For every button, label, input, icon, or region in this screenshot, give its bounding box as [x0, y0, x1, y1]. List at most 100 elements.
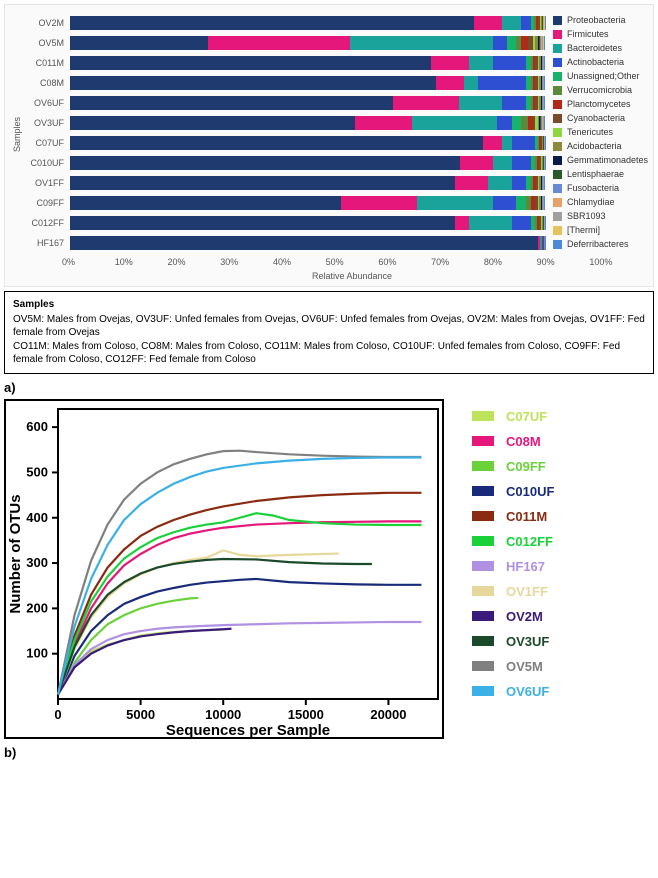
bar-track: [70, 136, 545, 150]
legend-item: SBR1093: [553, 211, 648, 221]
legend-swatch: [553, 212, 562, 221]
bar-sample-label: C07UF: [24, 138, 70, 148]
bar-xtick: 20%: [167, 257, 220, 267]
bar-row: OV3UF: [24, 115, 545, 131]
legend-label: Chlamydiae: [567, 197, 615, 207]
bar-segment: [70, 156, 460, 170]
rare-label: C010UF: [506, 484, 554, 499]
bar-segment: [544, 36, 545, 50]
bar-row: OV6UF: [24, 95, 545, 111]
bar-segment: [459, 96, 502, 110]
bar-track: [70, 96, 545, 110]
bar-row: HF167: [24, 235, 545, 251]
rare-label: C09FF: [506, 459, 546, 474]
panel-a-label: a): [4, 380, 658, 395]
bar-track: [70, 16, 545, 30]
bar-xtick: 60%: [378, 257, 431, 267]
legend-label: Actinobacteria: [567, 57, 624, 67]
samples-heading: Samples: [13, 298, 645, 312]
legend-item: Proteobacteria: [553, 15, 648, 25]
bar-track: [70, 216, 545, 230]
legend-item: [Thermi]: [553, 225, 648, 235]
rare-label: HF167: [506, 559, 545, 574]
svg-text:5000: 5000: [126, 707, 155, 722]
bar-sample-label: HF167: [24, 238, 70, 248]
bar-track: [70, 76, 545, 90]
rare-swatch: [472, 661, 494, 671]
legend-item: Gemmatimonadetes: [553, 155, 648, 165]
legend-label: Verrucomicrobia: [567, 85, 632, 95]
bar-segment: [464, 76, 478, 90]
bar-row: C08M: [24, 75, 545, 91]
bar-track: [70, 36, 545, 50]
legend-label: Fusobacteria: [567, 183, 619, 193]
legend-label: Proteobacteria: [567, 15, 626, 25]
bar-segment: [507, 36, 516, 50]
bar-segment: [512, 156, 531, 170]
legend-item: Planctomycetes: [553, 99, 648, 109]
legend-swatch: [553, 86, 562, 95]
bar-chart-panel: Samples OV2MOV5MC011MC08MOV6UFOV3UFC07UF…: [4, 4, 654, 287]
legend-swatch: [553, 142, 562, 151]
rare-swatch: [472, 611, 494, 621]
legend-label: Lentisphaerae: [567, 169, 624, 179]
bar-segment: [521, 116, 528, 130]
rare-swatch: [472, 636, 494, 646]
bar-legend: ProteobacteriaFirmicutesBacteroidetesAct…: [553, 15, 648, 255]
legend-item: Tenericutes: [553, 127, 648, 137]
svg-text:100: 100: [26, 645, 48, 660]
rare-legend-item: C08M: [472, 434, 554, 449]
rare-label: OV5M: [506, 659, 543, 674]
bar-row: OV1FF: [24, 175, 545, 191]
bar-segment: [512, 136, 536, 150]
bar-segment: [478, 76, 525, 90]
legend-label: Deferribacteres: [567, 239, 629, 249]
bar-segment: [493, 56, 526, 70]
legend-swatch: [553, 58, 562, 67]
bar-segment: [469, 216, 512, 230]
bar-segment: [341, 196, 417, 210]
rare-label: OV3UF: [506, 634, 549, 649]
bar-row: C07UF: [24, 135, 545, 151]
legend-item: Actinobacteria: [553, 57, 648, 67]
bar-sample-label: C08M: [24, 78, 70, 88]
bar-segment: [350, 36, 492, 50]
legend-label: [Thermi]: [567, 225, 600, 235]
legend-item: Fusobacteria: [553, 183, 648, 193]
bar-segment: [70, 216, 455, 230]
bar-sample-label: C012FF: [24, 218, 70, 228]
rare-label: OV2M: [506, 609, 543, 624]
bar-segment: [460, 156, 493, 170]
legend-label: Bacteroidetes: [567, 43, 622, 53]
legend-item: Acidobacteria: [553, 141, 648, 151]
legend-label: Unassigned;Other: [567, 71, 640, 81]
svg-text:400: 400: [26, 509, 48, 524]
bar-segment: [474, 16, 502, 30]
bar-segment: [521, 36, 528, 50]
bar-xtick: 10%: [115, 257, 168, 267]
svg-text:15000: 15000: [288, 707, 324, 722]
bar-segment: [70, 36, 208, 50]
samples-line1: OV5M: Males from Ovejas, OV3UF: Unfed fe…: [13, 313, 645, 340]
bar-segment: [70, 136, 483, 150]
legend-swatch: [553, 100, 562, 109]
bar-xtick: 70%: [431, 257, 484, 267]
legend-swatch: [553, 198, 562, 207]
bar-xtick: 90%: [537, 257, 590, 267]
bar-sample-label: OV1FF: [24, 178, 70, 188]
bar-segment: [355, 116, 412, 130]
rare-legend-item: OV5M: [472, 659, 554, 674]
legend-swatch: [553, 114, 562, 123]
legend-item: Cyanobacteria: [553, 113, 648, 123]
bar-segment: [208, 36, 350, 50]
rare-swatch: [472, 536, 494, 546]
rare-label: C08M: [506, 434, 541, 449]
rare-swatch: [472, 436, 494, 446]
rare-swatch: [472, 686, 494, 696]
legend-label: Tenericutes: [567, 127, 613, 137]
rare-legend-item: OV6UF: [472, 684, 554, 699]
rare-swatch: [472, 511, 494, 521]
svg-text:Number of OTUs: Number of OTUs: [7, 494, 24, 613]
bar-sample-label: C09FF: [24, 198, 70, 208]
legend-item: Chlamydiae: [553, 197, 648, 207]
